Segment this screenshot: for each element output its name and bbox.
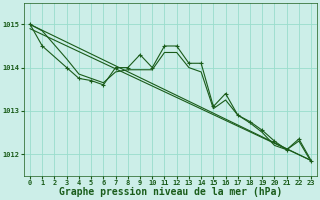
- X-axis label: Graphe pression niveau de la mer (hPa): Graphe pression niveau de la mer (hPa): [59, 187, 282, 197]
